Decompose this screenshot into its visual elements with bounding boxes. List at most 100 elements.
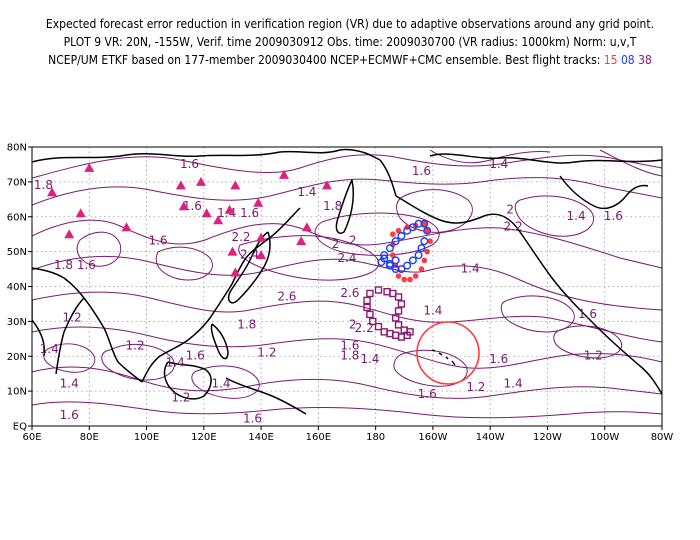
track-08-marker bbox=[408, 256, 417, 265]
observation-site-marker bbox=[84, 162, 95, 172]
contour-label: 1.8 bbox=[323, 199, 342, 213]
contour-label: 1.2 bbox=[584, 349, 603, 363]
track-08-marker bbox=[385, 244, 394, 253]
track-15-marker bbox=[390, 252, 396, 258]
track-38-marker bbox=[374, 286, 383, 294]
track-38-marker bbox=[394, 293, 403, 301]
track-38-label: 38 bbox=[638, 53, 652, 67]
contour-label: 2.4 bbox=[337, 251, 356, 265]
verification-region-circle bbox=[416, 321, 480, 385]
contour-label: 1.4 bbox=[297, 185, 316, 199]
track-38-marker bbox=[366, 289, 374, 298]
track-08-marker bbox=[420, 219, 429, 228]
track-08-marker bbox=[385, 259, 394, 268]
track-08-marker bbox=[391, 265, 400, 274]
contour-label: 2.6 bbox=[277, 289, 296, 303]
y-tick-label: 70N bbox=[7, 177, 27, 188]
track-08-marker bbox=[391, 256, 400, 265]
observation-site-marker bbox=[195, 176, 206, 186]
observation-site-marker bbox=[256, 250, 267, 260]
contour-label: 2.2 bbox=[355, 321, 374, 335]
track-38-marker bbox=[380, 328, 388, 336]
observation-site-marker bbox=[296, 236, 307, 246]
contour-label: 2 bbox=[332, 237, 340, 251]
track-15-marker bbox=[421, 220, 428, 227]
contour-label: 1.6 bbox=[418, 387, 437, 401]
observation-site-marker bbox=[175, 180, 186, 190]
x-tick-label: 80E bbox=[80, 432, 99, 443]
contour-label: 1.8 bbox=[340, 349, 359, 363]
x-tick-label: 140E bbox=[248, 432, 273, 443]
track-15-marker bbox=[424, 227, 430, 234]
contour-label: 1.6 bbox=[60, 408, 79, 422]
contour-label: 2.2 bbox=[504, 220, 523, 234]
observation-site-marker bbox=[178, 201, 189, 211]
contour-label: 1.6 bbox=[578, 307, 597, 321]
x-axis-ticks: 60E 80E 100E 120E 140E 160E 180 160W 140W 120W 100… bbox=[22, 426, 673, 443]
track-15-marker bbox=[395, 273, 402, 279]
track-08-marker bbox=[380, 251, 389, 260]
track-15-label: 15 bbox=[603, 53, 618, 67]
track-15-marker bbox=[390, 241, 396, 248]
x-tick-label: 60E bbox=[22, 432, 41, 443]
observation-site-marker bbox=[301, 222, 312, 232]
contour-label: 2.6 bbox=[340, 286, 359, 300]
track-08-marker bbox=[417, 244, 426, 253]
observation-site-marker bbox=[230, 267, 241, 277]
track-15-marker bbox=[390, 231, 396, 237]
contour-label: 2 bbox=[349, 317, 357, 331]
track-38-marker bbox=[394, 307, 403, 315]
contour-label: 2.2 bbox=[231, 230, 250, 244]
contour-label: 1.8 bbox=[54, 258, 73, 272]
observation-site-marker bbox=[230, 180, 241, 190]
y-tick-label: 80N bbox=[7, 143, 27, 154]
contour-labels: 1.61.81.41.61.41.822.21.61.41.61.41.61.6… bbox=[34, 157, 623, 426]
contour-label: 1.6 bbox=[148, 234, 167, 248]
observation-site-marker bbox=[47, 187, 58, 197]
y-tick-label: 20N bbox=[7, 352, 27, 363]
contour-label: 2.4 bbox=[240, 248, 259, 262]
observation-site-marker bbox=[224, 204, 235, 214]
track-08-marker bbox=[403, 261, 412, 270]
contour-label: 1.4 bbox=[360, 352, 379, 366]
contour-label: 1.6 bbox=[340, 338, 359, 352]
x-tick-label: 100E bbox=[134, 432, 159, 443]
track-38-marker bbox=[397, 300, 406, 308]
x-tick-label: 160W bbox=[418, 432, 447, 443]
observation-site-marker bbox=[213, 215, 224, 225]
contour-label: 1.6 bbox=[186, 349, 205, 363]
contour-label: 1.6 bbox=[180, 157, 199, 171]
observation-site-marker bbox=[321, 180, 332, 190]
track-08-marker bbox=[403, 226, 412, 235]
contour-label: 1.6 bbox=[412, 164, 431, 178]
contour-label: 1.6 bbox=[240, 206, 259, 220]
x-tick-label: 100W bbox=[590, 432, 619, 443]
track-38-marker bbox=[363, 303, 371, 312]
x-tick-label: 140W bbox=[476, 432, 505, 443]
track-08-marker bbox=[414, 251, 423, 260]
contour-label: 1.4 bbox=[504, 377, 523, 391]
x-tick-label: 120E bbox=[191, 432, 216, 443]
track-08-marker bbox=[380, 254, 389, 263]
y-tick-label: 60N bbox=[7, 212, 27, 223]
track-08-marker bbox=[414, 219, 423, 228]
contour-label: 1.2 bbox=[257, 345, 276, 359]
track-08-label: 08 bbox=[620, 53, 635, 67]
track-38-marker bbox=[366, 310, 374, 319]
title-line-3: NCEP/UM ETKF based on 177-member 2009030… bbox=[0, 53, 700, 67]
track-38-marker bbox=[391, 314, 400, 322]
track-38-marker bbox=[374, 322, 383, 331]
track-38-marker bbox=[394, 321, 403, 329]
contour-lines bbox=[32, 149, 662, 419]
contour-label: 1.2 bbox=[63, 310, 82, 324]
x-tick-label: 120W bbox=[533, 432, 562, 443]
contour-label: 1.2 bbox=[126, 338, 145, 352]
observation-site-marker bbox=[75, 208, 86, 218]
track-08-marker bbox=[391, 237, 400, 246]
contour-label: 2 bbox=[349, 234, 357, 248]
title-line-3-text: NCEP/UM ETKF based on 177-member 2009030… bbox=[48, 53, 601, 67]
y-axis-ticks: EQ 10N 20N 30N 40N 50N 60N 70N 80N bbox=[7, 143, 32, 433]
track-38-marker bbox=[363, 296, 371, 305]
y-tick-label: EQ bbox=[13, 422, 27, 433]
